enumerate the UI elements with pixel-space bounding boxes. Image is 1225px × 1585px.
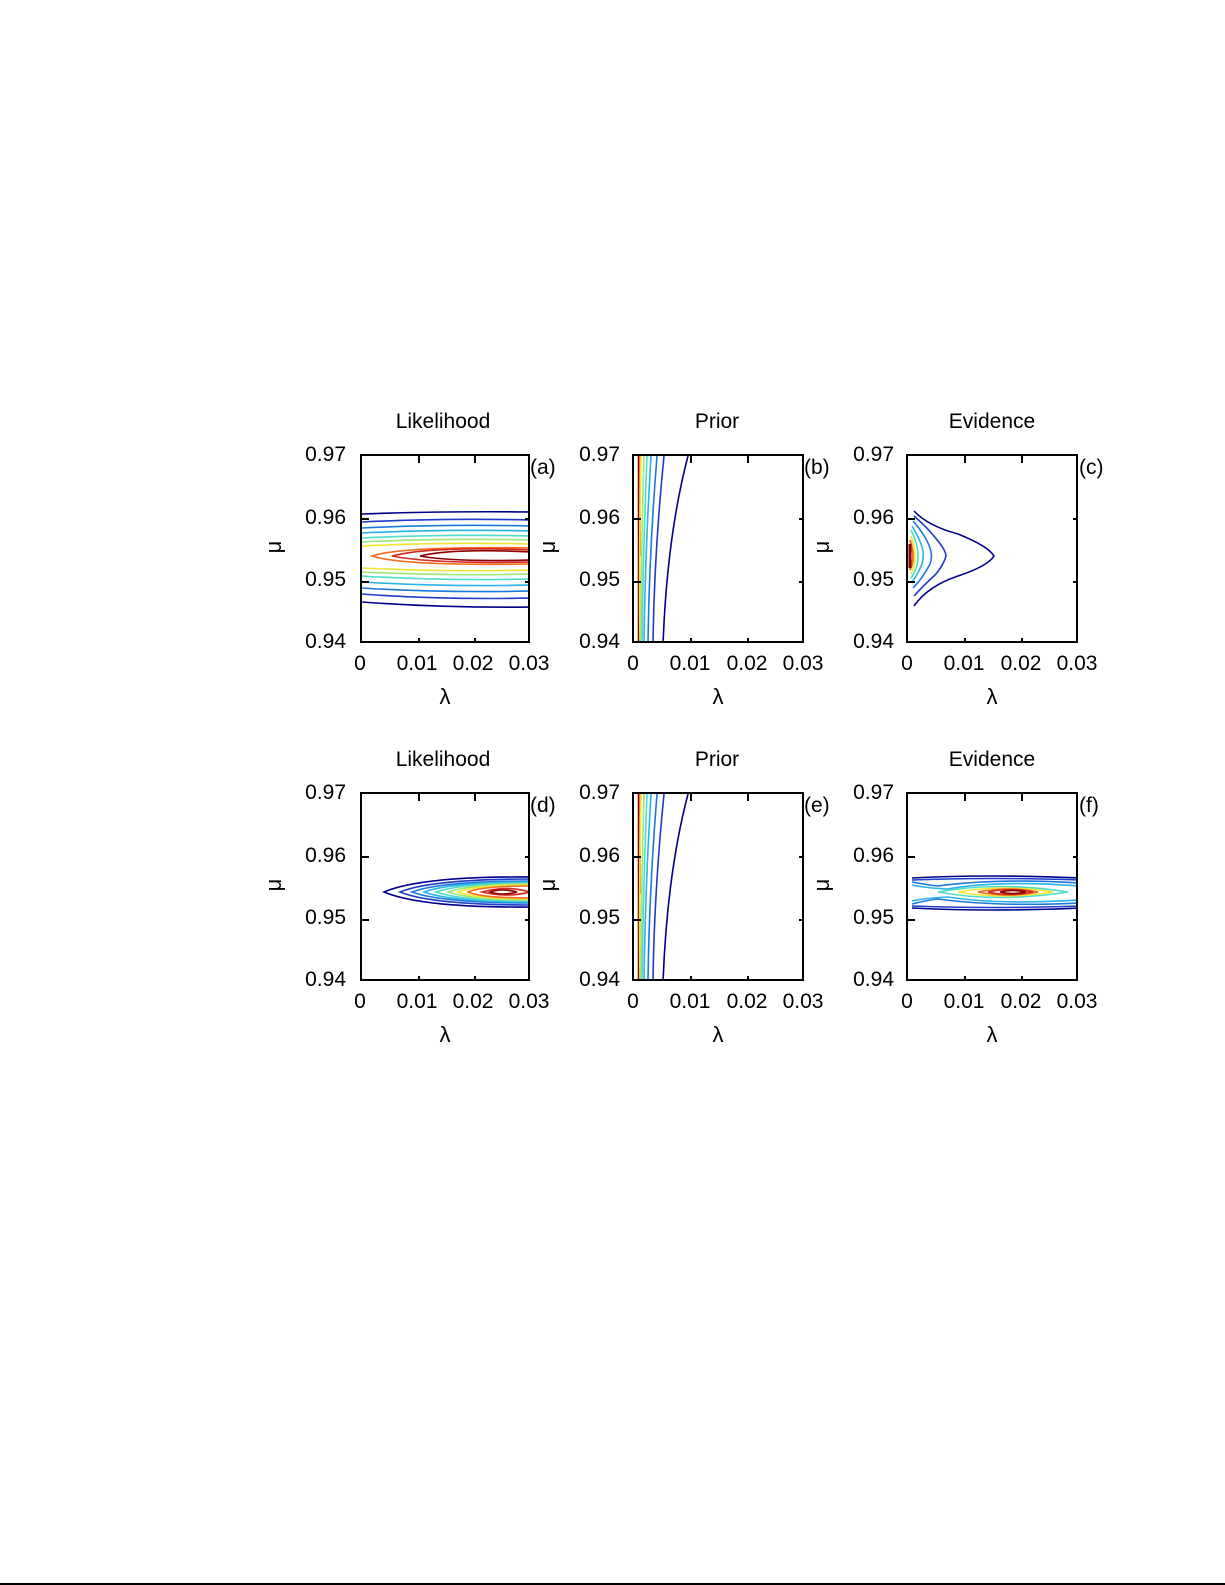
panel-label: (b) [804, 456, 830, 479]
x-tick: 0.02 [452, 990, 494, 1013]
x-tick: 0 [627, 990, 639, 1013]
x-tick: 0.01 [669, 990, 711, 1013]
y-tick: 0.96 [579, 844, 620, 867]
y-tick: 0.97 [579, 443, 620, 466]
y-tick: 0.95 [305, 568, 346, 591]
y-tick: 0.96 [305, 506, 346, 529]
y-tick: 0.96 [305, 844, 346, 867]
y-tick: 0.95 [579, 906, 620, 929]
y-tick: 0.97 [305, 781, 346, 804]
x-tick: 0 [354, 990, 366, 1013]
contour-plot [632, 792, 804, 981]
y-tick: 0.94 [305, 968, 346, 991]
y-tick: 0.94 [853, 968, 894, 991]
x-axis-label: λ [439, 684, 451, 709]
y-tick: 0.96 [853, 844, 894, 867]
y-axis-label: μ [809, 540, 834, 554]
x-tick: 0.02 [1000, 990, 1042, 1013]
panel-label: (e) [804, 794, 830, 817]
y-tick: 0.97 [579, 781, 620, 804]
panel-title: Evidence [948, 410, 1036, 433]
page-bottom-rule [0, 1583, 1225, 1585]
y-tick: 0.97 [853, 781, 894, 804]
y-tick: 0.94 [579, 630, 620, 653]
y-axis-label: μ [261, 878, 286, 892]
contour-plot [632, 454, 804, 643]
y-tick: 0.95 [305, 906, 346, 929]
contour-plot [906, 792, 1078, 981]
x-tick: 0 [901, 990, 913, 1013]
y-tick: 0.97 [305, 443, 346, 466]
x-tick: 0.02 [1000, 652, 1042, 675]
panel-label: (d) [530, 794, 556, 817]
y-tick: 0.94 [579, 968, 620, 991]
x-tick: 0.01 [669, 652, 711, 675]
x-tick: 0.03 [782, 990, 824, 1013]
y-tick: 0.94 [305, 630, 346, 653]
x-tick: 0 [354, 652, 366, 675]
x-axis-label: λ [986, 684, 998, 709]
x-axis-label: λ [439, 1022, 451, 1047]
x-tick: 0.02 [726, 990, 768, 1013]
y-axis-label: μ [535, 878, 560, 892]
x-tick: 0.01 [943, 990, 985, 1013]
x-tick: 0.01 [943, 652, 985, 675]
y-axis-label: μ [535, 540, 560, 554]
y-tick: 0.96 [579, 506, 620, 529]
x-tick: 0.01 [396, 990, 438, 1013]
x-tick: 0.03 [508, 652, 550, 675]
y-axis-label: μ [809, 878, 834, 892]
x-tick: 0.03 [782, 652, 824, 675]
x-axis-label: λ [712, 1022, 724, 1047]
x-tick: 0 [627, 652, 639, 675]
panel-title: Prior [694, 410, 740, 433]
x-axis-label: λ [712, 684, 724, 709]
y-tick: 0.95 [853, 906, 894, 929]
panel-title: Likelihood [395, 410, 491, 433]
y-tick: 0.96 [853, 506, 894, 529]
panel-title: Evidence [948, 748, 1036, 771]
x-tick: 0.02 [726, 652, 768, 675]
x-tick: 0.01 [396, 652, 438, 675]
y-tick: 0.94 [853, 630, 894, 653]
panel-label: (c) [1079, 456, 1104, 479]
y-tick: 0.95 [853, 568, 894, 591]
panel-label: (a) [530, 456, 556, 479]
x-axis-label: λ [986, 1022, 998, 1047]
contour-plot [360, 792, 530, 981]
x-tick: 0.02 [452, 652, 494, 675]
x-tick: 0.03 [508, 990, 550, 1013]
x-tick: 0.03 [1056, 990, 1098, 1013]
panel-title: Prior [694, 748, 740, 771]
panel-title: Likelihood [395, 748, 491, 771]
y-tick: 0.95 [579, 568, 620, 591]
x-tick: 0 [901, 652, 913, 675]
x-tick: 0.03 [1056, 652, 1098, 675]
contour-plot [360, 454, 530, 643]
y-axis-label: μ [261, 540, 286, 554]
contour-plot [906, 454, 1078, 643]
panel-label: (f) [1079, 794, 1099, 817]
y-tick: 0.97 [853, 443, 894, 466]
